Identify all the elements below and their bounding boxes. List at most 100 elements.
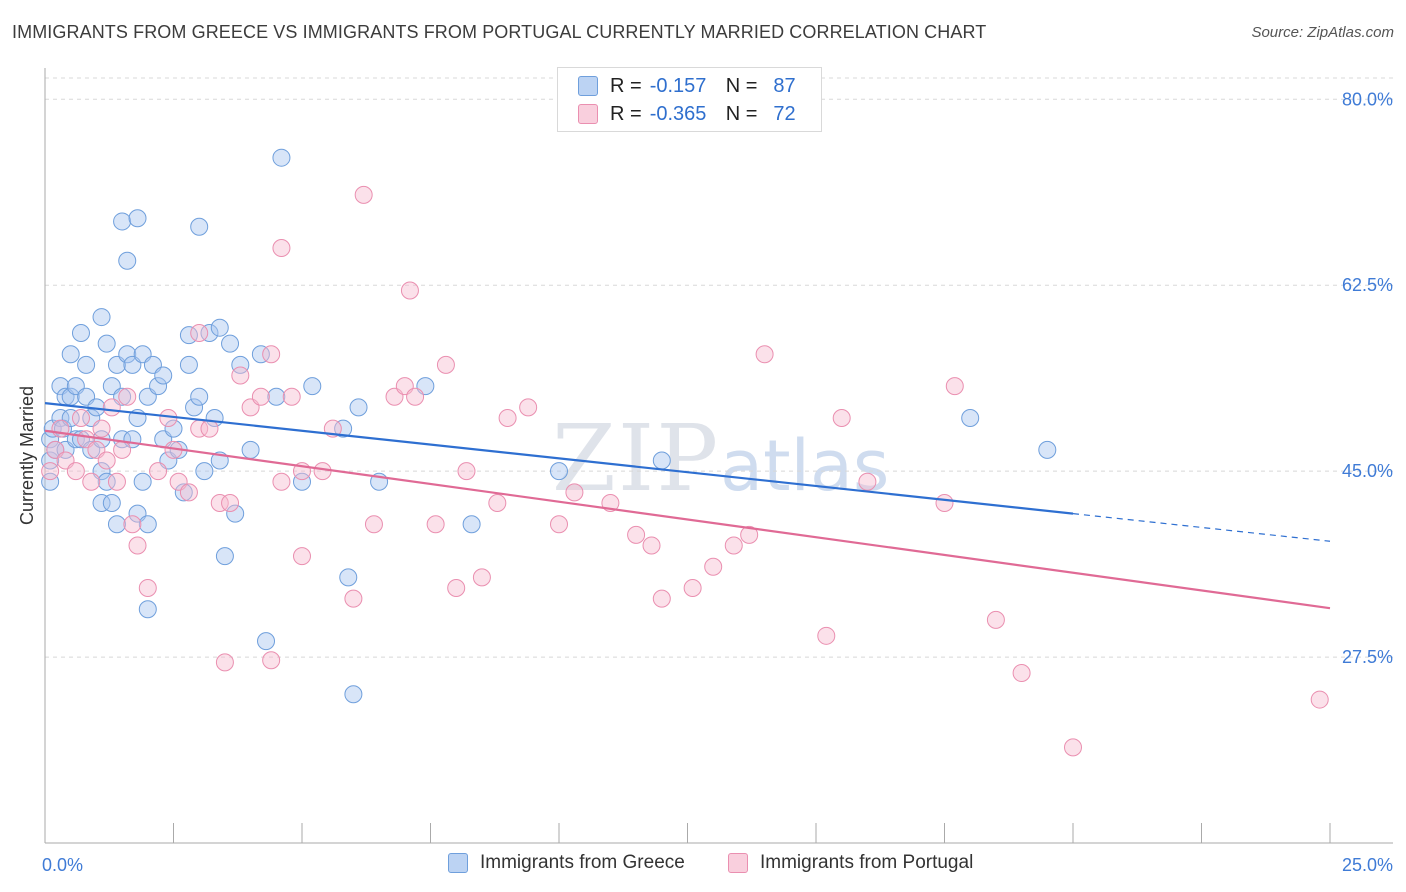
- legend-item-portugal: Immigrants from Portugal: [728, 852, 973, 874]
- point-greece: [154, 366, 173, 385]
- legend-n-label: N =: [725, 74, 758, 97]
- point-greece: [41, 451, 60, 470]
- point-portugal: [565, 483, 584, 502]
- point-portugal: [519, 398, 538, 417]
- point-greece: [149, 377, 168, 396]
- point-portugal: [149, 462, 168, 481]
- point-portugal: [66, 462, 85, 481]
- watermark-atlas: atlas: [720, 425, 890, 507]
- point-portugal: [817, 626, 836, 645]
- point-portugal: [123, 515, 142, 534]
- point-greece: [267, 387, 286, 406]
- point-greece: [550, 462, 568, 481]
- point-portugal: [498, 409, 517, 427]
- point-portugal: [550, 515, 568, 534]
- point-greece: [97, 334, 116, 353]
- point-portugal: [447, 579, 466, 597]
- point-portugal: [986, 610, 1005, 629]
- point-greece: [97, 472, 116, 491]
- point-greece: [133, 472, 152, 491]
- point-greece: [195, 462, 214, 481]
- point-portugal: [113, 440, 132, 459]
- point-portugal: [92, 419, 111, 438]
- legend-n-label: N =: [725, 102, 758, 125]
- point-greece: [303, 377, 322, 396]
- point-portugal: [755, 345, 774, 364]
- correlation-legend: R = -0.157 N = 87 R = -0.365 N = 72: [557, 67, 822, 132]
- point-greece: [334, 419, 353, 438]
- point-portugal: [1064, 738, 1082, 757]
- point-greece: [272, 148, 291, 167]
- point-portugal: [724, 536, 743, 555]
- legend-item-greece: Immigrants from Greece: [448, 852, 685, 874]
- point-portugal: [210, 494, 229, 512]
- point-portugal: [935, 494, 954, 512]
- point-greece: [128, 209, 147, 228]
- point-portugal: [41, 462, 60, 481]
- point-greece: [174, 483, 193, 502]
- trend-line-greece-extension: [1072, 513, 1331, 542]
- point-portugal: [200, 419, 219, 438]
- point-greece: [961, 409, 980, 427]
- point-portugal: [488, 494, 507, 512]
- point-portugal: [272, 239, 291, 257]
- point-greece: [251, 345, 270, 364]
- legend-row-greece: R = -0.157 N = 87: [578, 72, 796, 100]
- point-portugal: [272, 472, 291, 491]
- point-greece: [339, 568, 358, 587]
- legend-n-value: 87: [773, 74, 796, 97]
- chart-title: IMMIGRANTS FROM GREECE VS IMMIGRANTS FRO…: [12, 22, 987, 42]
- point-portugal: [190, 324, 209, 342]
- point-greece: [92, 494, 111, 512]
- point-greece: [102, 494, 121, 512]
- point-portugal: [406, 387, 425, 406]
- y-tick-label: 80.0%: [1342, 89, 1393, 109]
- legend-r-value: -0.157: [649, 74, 707, 97]
- point-portugal: [472, 568, 491, 587]
- point-portugal: [642, 536, 661, 555]
- point-portugal: [107, 472, 126, 491]
- point-portugal: [128, 536, 147, 555]
- point-portugal: [364, 515, 383, 534]
- point-greece: [107, 515, 126, 534]
- y-tick-label: 45.0%: [1342, 461, 1393, 481]
- point-greece: [61, 345, 80, 364]
- point-portugal: [118, 387, 137, 406]
- watermark-zip: ZIP: [552, 405, 721, 512]
- point-greece: [92, 308, 111, 327]
- legend-swatch-greece: [448, 853, 468, 873]
- point-portugal: [740, 525, 759, 544]
- point-portugal: [262, 345, 281, 364]
- point-portugal: [652, 589, 671, 608]
- point-portugal: [704, 557, 723, 576]
- point-greece: [257, 632, 276, 651]
- point-portugal: [1310, 690, 1329, 709]
- point-portugal: [215, 653, 234, 672]
- point-greece: [118, 251, 137, 270]
- point-portugal: [251, 387, 270, 406]
- point-portugal: [138, 579, 157, 597]
- point-portugal: [282, 387, 301, 406]
- point-greece: [221, 334, 240, 353]
- point-greece: [185, 398, 204, 417]
- point-greece: [293, 472, 311, 491]
- point-greece: [179, 355, 198, 374]
- point-portugal: [457, 462, 476, 481]
- legend-n-value: 72: [773, 102, 796, 125]
- point-greece: [190, 217, 209, 236]
- point-greece: [51, 409, 70, 427]
- point-portugal: [97, 451, 116, 470]
- point-portugal: [82, 472, 101, 491]
- point-portugal: [293, 547, 311, 566]
- point-greece: [652, 451, 671, 470]
- y-axis-label: Currently Married: [17, 386, 37, 525]
- point-greece: [226, 504, 245, 523]
- point-greece: [231, 355, 250, 374]
- point-greece: [164, 419, 183, 438]
- trend-line-greece: [44, 402, 1074, 515]
- point-portugal: [313, 462, 332, 481]
- legend-r-label: R =: [610, 74, 642, 97]
- point-greece: [71, 324, 90, 342]
- point-portugal: [1012, 664, 1031, 682]
- point-greece: [190, 387, 209, 406]
